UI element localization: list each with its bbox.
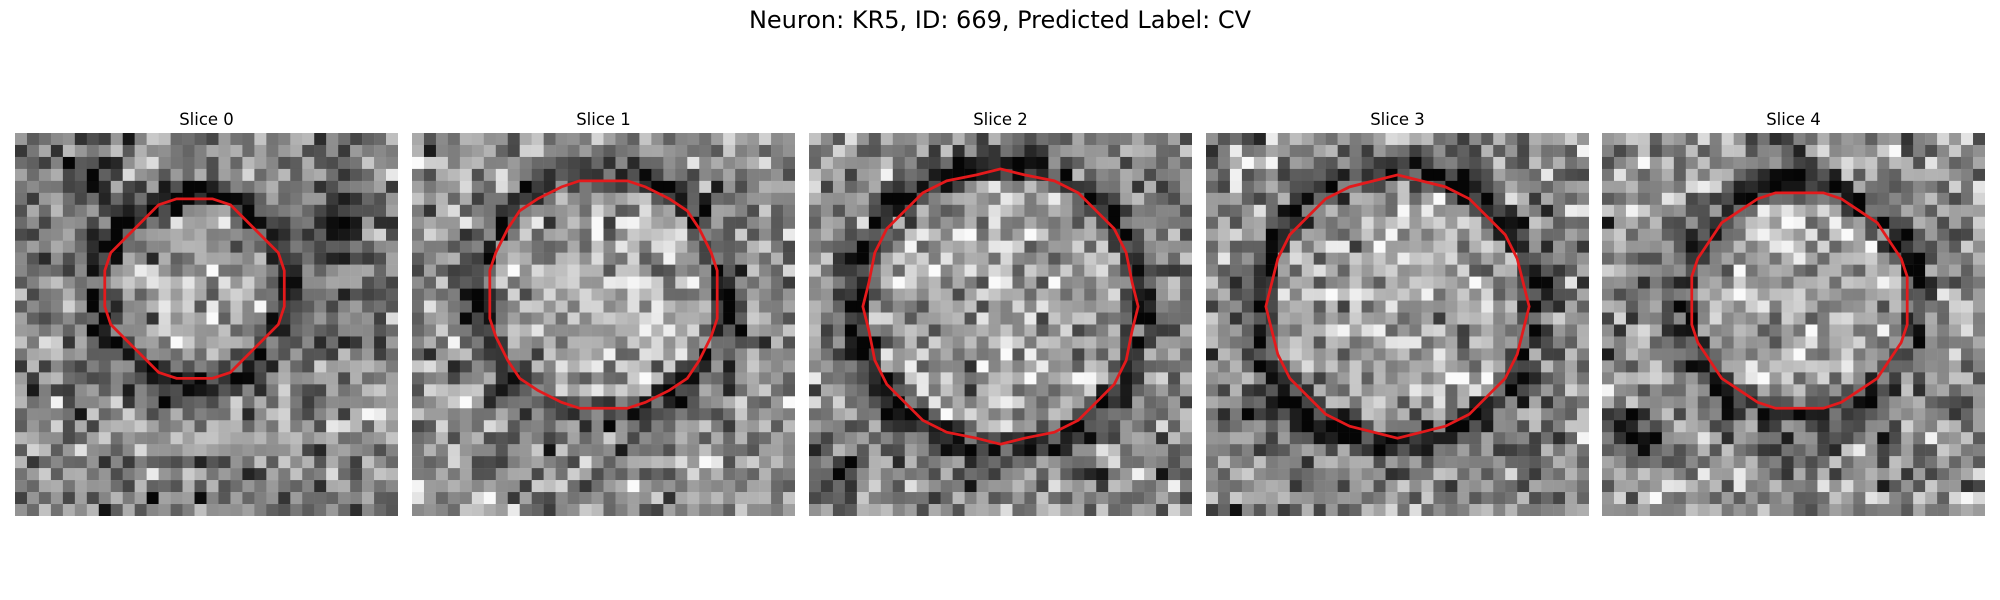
slice-image	[809, 133, 1192, 516]
slice-panel-0: Slice 0	[15, 107, 398, 516]
slice-title: Slice 0	[179, 110, 234, 129]
contour-outline	[103, 197, 286, 380]
figure-title: Neuron: KR5, ID: 669, Predicted Label: C…	[748, 6, 1252, 34]
slice-title: Slice 3	[1370, 110, 1425, 129]
contour-outline	[1690, 191, 1909, 410]
slice-panel-1: Slice 1	[412, 107, 795, 516]
slice-panel-2: Slice 2	[809, 107, 1192, 516]
slice-image	[412, 133, 795, 516]
contour-outline	[1264, 173, 1531, 440]
contour-outline	[861, 167, 1140, 446]
slice-panel-3: Slice 3	[1206, 107, 1589, 516]
slice-title: Slice 4	[1766, 110, 1821, 129]
slice-title: Slice 2	[973, 110, 1028, 129]
slice-title: Slice 1	[576, 110, 631, 129]
slice-image	[1602, 133, 1985, 516]
slice-image	[1206, 133, 1589, 516]
contour-outline	[488, 179, 719, 410]
slice-panel-4: Slice 4	[1602, 107, 1985, 516]
slice-image	[15, 133, 398, 516]
